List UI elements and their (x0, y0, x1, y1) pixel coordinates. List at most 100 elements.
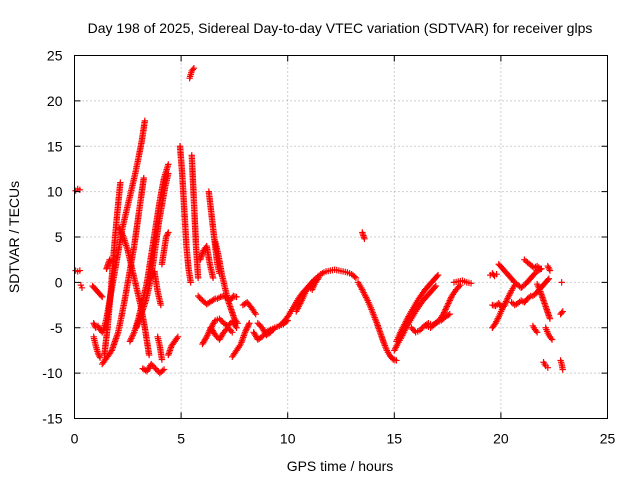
data-point-fill (445, 311, 452, 319)
data-point (116, 224, 123, 232)
data-point (194, 292, 202, 300)
series-seg-u (188, 152, 202, 282)
data-points (72, 65, 566, 377)
data-point-fill (210, 296, 217, 303)
data-point-fill (117, 227, 124, 235)
data-point-fill (221, 327, 229, 334)
y-tick-label: 10 (47, 184, 63, 200)
data-point-fill (445, 298, 453, 306)
data-point-fill (159, 367, 166, 374)
data-point (117, 179, 124, 186)
x-tick-labels: 0 5 10 15 20 25 (71, 431, 616, 447)
series-seg-b (72, 267, 84, 275)
x-tick-label: 10 (280, 431, 296, 447)
data-point (165, 229, 172, 236)
data-point (212, 331, 219, 339)
data-point-fill (196, 294, 203, 301)
data-point-fill (244, 323, 252, 330)
data-point-fill (91, 321, 98, 328)
data-point-fill (245, 321, 252, 328)
data-point (224, 324, 232, 331)
data-point-fill (243, 326, 250, 333)
data-point-fill (204, 332, 211, 339)
series-seg-aa (199, 315, 240, 348)
data-point (233, 324, 240, 331)
x-tick-label: 15 (387, 431, 403, 447)
data-point-fill (446, 297, 453, 304)
data-point-fill (454, 284, 461, 292)
series-seg-f (90, 333, 104, 361)
y-tick-label: 25 (47, 48, 63, 64)
data-point-fill (410, 327, 418, 334)
data-point (203, 333, 210, 341)
data-point (467, 280, 475, 287)
data-point-fill (455, 283, 463, 290)
series-seg-p (158, 229, 172, 268)
data-point-fill (118, 230, 126, 238)
data-point (106, 256, 113, 263)
series-seg-am (391, 282, 440, 354)
series-seg-as (489, 281, 518, 331)
data-point-fill (546, 265, 553, 273)
data-point (78, 284, 86, 292)
data-point (559, 308, 566, 315)
data-point (440, 310, 447, 318)
series-seg-ap (450, 277, 475, 287)
data-point (315, 274, 322, 282)
data-point (194, 274, 202, 282)
series-seg-ai (322, 266, 360, 282)
x-tick-label: 20 (493, 431, 509, 447)
data-point-fill (314, 276, 321, 283)
data-point-fill (149, 362, 156, 369)
series-seg-ay (544, 262, 554, 274)
data-point-fill (118, 229, 125, 236)
data-point (558, 279, 565, 286)
series-seg-ah (293, 274, 322, 315)
series-seg-o (148, 268, 165, 309)
data-point-fill (441, 307, 448, 315)
y-axis-title: SDTVAR / TECUs (6, 181, 22, 293)
data-point-fill (547, 334, 555, 342)
data-point-fill (227, 327, 235, 334)
chart-title: Day 198 of 2025, Sidereal Day-to-day VTE… (88, 20, 593, 36)
series-seg-h (99, 174, 147, 368)
data-point-fill (445, 300, 452, 307)
series-seg-i (101, 179, 124, 359)
series-seg-ak (359, 229, 368, 243)
data-point (252, 310, 259, 318)
data-point (174, 333, 182, 341)
data-point-fill (129, 332, 136, 339)
data-point (90, 320, 97, 327)
data-point-fill (173, 335, 181, 342)
data-point (537, 265, 544, 272)
data-point (544, 364, 552, 371)
data-point-fill (442, 304, 450, 312)
data-point-fill (226, 326, 233, 333)
data-point-fill (270, 326, 277, 333)
y-tick-labels: -15 -10 -5 0 5 10 15 20 25 (42, 48, 62, 427)
y-tick-label: 0 (55, 274, 63, 290)
data-point-fill (418, 325, 425, 333)
data-point (157, 301, 165, 309)
data-point-fill (431, 284, 439, 291)
data-point (158, 356, 166, 363)
series-seg-bb (542, 324, 556, 343)
data-point-fill (284, 313, 291, 320)
x-axis-title: GPS time / hours (287, 458, 394, 474)
data-point (145, 351, 153, 359)
y-tick-label: -10 (42, 365, 62, 381)
series-seg-s (176, 143, 194, 286)
data-point (545, 275, 553, 282)
data-point (141, 117, 149, 125)
data-point (76, 267, 84, 274)
data-point (493, 271, 500, 278)
data-point-fill (442, 306, 449, 313)
data-point (393, 357, 400, 364)
data-point-fill (96, 352, 103, 360)
data-point (220, 329, 227, 336)
data-point-fill (409, 326, 416, 333)
series-seg-r (165, 333, 182, 359)
data-point (452, 286, 460, 293)
